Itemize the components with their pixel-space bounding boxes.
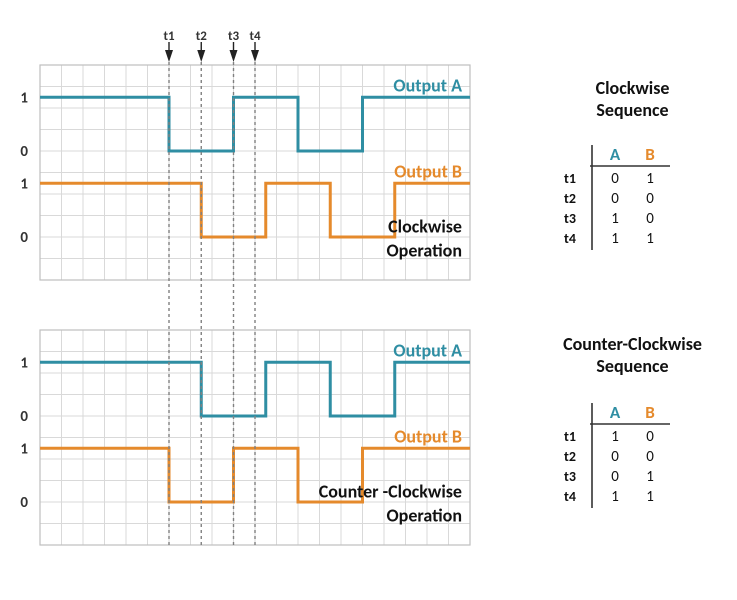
table-cw-row-t3-a: 1: [611, 210, 619, 228]
panel-cw-op-title-1: Clockwise: [388, 216, 462, 238]
table-cw-row-t4-a: 1: [611, 230, 619, 248]
panel-ccw-output-a-label: Output A: [393, 339, 462, 361]
panel-cw-output-a-label: Output A: [393, 74, 462, 96]
panel-cw-a-hi-label: 1: [20, 89, 28, 107]
time-marker-arrow-t1: [165, 50, 173, 62]
table-cw-row-t4-b: 1: [646, 230, 654, 248]
table-cw-row-t1-a: 0: [611, 170, 619, 188]
table-cw-row-t2-a: 0: [611, 190, 619, 208]
table-ccw-row-t4-a: 1: [611, 488, 619, 506]
table-cw-head-b: B: [645, 144, 655, 165]
table-cw-row-t4-label: t4: [564, 230, 576, 247]
table-cw-row-t2-b: 0: [646, 190, 654, 208]
time-marker-label-t4: t4: [249, 29, 261, 44]
panel-ccw-b-lo-label: 0: [20, 494, 28, 512]
table-cw-title-1: Clockwise: [596, 77, 670, 99]
table-cw-row-t3-b: 0: [646, 210, 654, 228]
table-ccw-row-t2-label: t2: [564, 448, 576, 465]
panel-ccw-b-hi-label: 1: [20, 440, 28, 458]
time-marker-arrow-t4: [251, 50, 259, 62]
panel-ccw-op-title-1: Counter -Clockwise: [319, 481, 462, 503]
panel-cw-op-title-2: Operation: [387, 239, 463, 261]
table-cw-row-t2-label: t2: [564, 190, 576, 207]
table-cw-title-2: Sequence: [596, 99, 668, 121]
panel-ccw-output-b-label: Output B: [394, 425, 462, 447]
table-ccw-row-t2-b: 0: [646, 448, 654, 466]
encoder-timing-diagram: 1010Output AOutput BClockwiseOperation10…: [0, 0, 737, 600]
table-ccw-row-t3-label: t3: [564, 468, 576, 485]
panel-cw-b-hi-label: 1: [20, 175, 28, 193]
table-ccw-row-t2-a: 0: [611, 448, 619, 466]
table-ccw-row-t4-label: t4: [564, 488, 576, 505]
table-cw-row-t1-label: t1: [564, 170, 576, 187]
table-ccw-title-1: Counter-Clockwise: [563, 333, 702, 355]
table-ccw-row-t1-a: 1: [611, 428, 619, 446]
table-cw-row-t3-label: t3: [564, 210, 576, 227]
panel-ccw-a-hi-label: 1: [20, 354, 28, 372]
time-marker-label-t3: t3: [228, 29, 240, 44]
time-marker-arrow-t3: [230, 50, 238, 62]
time-marker-arrow-t2: [197, 50, 205, 62]
time-marker-label-t1: t1: [163, 29, 175, 44]
panel-ccw-a-lo-label: 0: [20, 408, 28, 426]
time-marker-label-t2: t2: [196, 29, 208, 44]
table-ccw-head-a: A: [610, 402, 621, 423]
table-ccw-row-t1-b: 0: [646, 428, 654, 446]
table-ccw-title-2: Sequence: [596, 355, 668, 377]
table-ccw-row-t3-a: 0: [611, 468, 619, 486]
table-ccw-row-t3-b: 1: [646, 468, 654, 486]
table-ccw-row-t1-label: t1: [564, 428, 576, 445]
table-ccw-row-t4-b: 1: [646, 488, 654, 506]
panel-cw-output-b-label: Output B: [394, 160, 462, 182]
table-ccw-head-b: B: [645, 402, 655, 423]
panel-ccw-op-title-2: Operation: [387, 504, 463, 526]
panel-cw-a-lo-label: 0: [20, 143, 28, 161]
table-cw-head-a: A: [610, 144, 621, 165]
panel-cw-b-lo-label: 0: [20, 229, 28, 247]
table-cw-row-t1-b: 1: [646, 170, 654, 188]
